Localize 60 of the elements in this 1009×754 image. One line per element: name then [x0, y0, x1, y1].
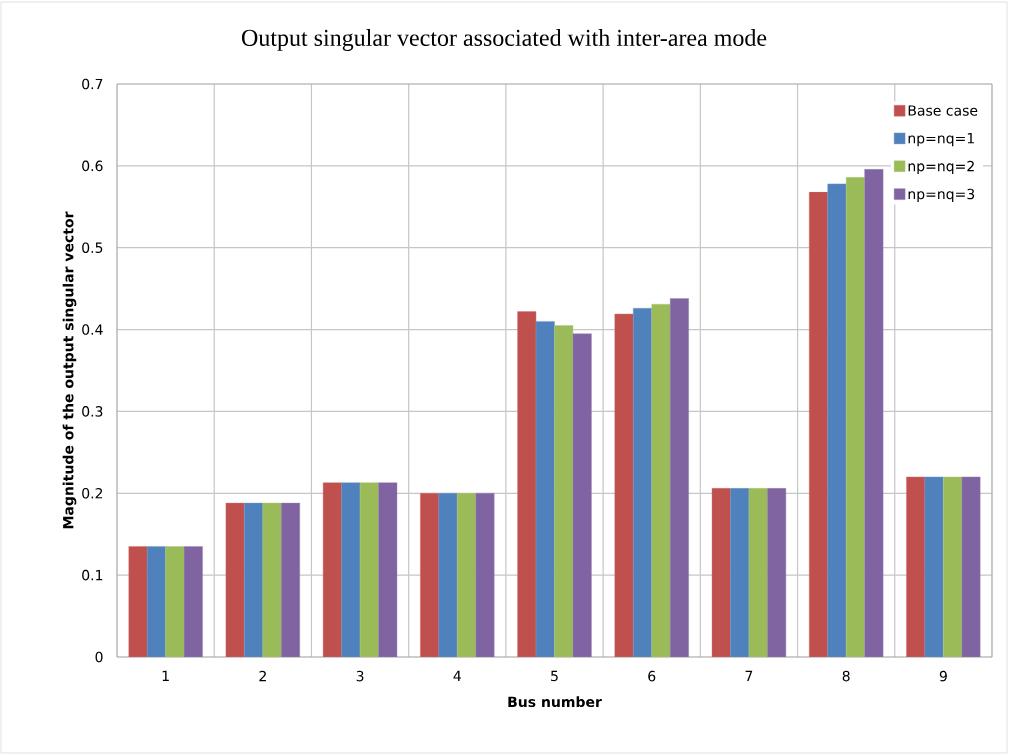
- x-tick-label: 8: [842, 670, 850, 682]
- bar: [378, 482, 398, 657]
- bar: [146, 546, 166, 657]
- bar: [457, 493, 476, 657]
- x-tick-label: 6: [648, 670, 656, 682]
- bar: [669, 298, 689, 657]
- bar: [438, 493, 458, 657]
- bar: [244, 502, 264, 657]
- bar: [748, 488, 768, 657]
- bar: [420, 493, 440, 657]
- chart-title: Output singular vector associated with inter-area mode: [241, 29, 767, 51]
- bar: [845, 177, 865, 657]
- y-axis-title: Magnitude of the output singular vector: [62, 211, 77, 529]
- bar: [359, 482, 379, 657]
- x-tick-label: 1: [162, 670, 169, 681]
- x-tick-label: 7: [745, 670, 753, 681]
- y-tick-label: 0.5: [82, 242, 103, 254]
- y-tick-label: 0.3: [82, 406, 103, 417]
- bar: [225, 502, 245, 657]
- bar: [554, 325, 574, 657]
- bar: [183, 546, 203, 657]
- bar: [767, 488, 787, 657]
- bar: [262, 502, 282, 657]
- bar: [809, 191, 828, 657]
- bar: [651, 303, 671, 657]
- bar: [730, 488, 750, 657]
- y-tick-label: 0.7: [82, 78, 103, 90]
- bar: [535, 321, 555, 657]
- y-tick-label: 0: [95, 651, 103, 663]
- bar: [614, 313, 634, 657]
- bar: [827, 183, 847, 657]
- bar: [924, 476, 944, 657]
- bar: [341, 482, 361, 657]
- bar: [281, 502, 300, 657]
- legend-label: Base case: [908, 105, 978, 116]
- bar: [943, 476, 963, 657]
- x-tick-label: 3: [356, 670, 364, 682]
- x-tick-label: 9: [939, 670, 947, 682]
- bar: [633, 308, 652, 657]
- x-tick-label: 5: [551, 670, 558, 682]
- y-tick-label: 0.2: [82, 487, 103, 499]
- bar: [128, 546, 148, 657]
- legend-label: np=nq=2: [908, 160, 974, 175]
- bar: [711, 488, 731, 657]
- y-tick-label: 0.4: [82, 324, 103, 335]
- bar: [572, 333, 592, 657]
- legend-label: np=nq=1: [908, 133, 974, 147]
- bar: [517, 311, 537, 657]
- x-axis-title: Bus number: [508, 696, 602, 708]
- x-tick-label: 4: [453, 670, 461, 681]
- legend-label: np=nq=3: [908, 188, 975, 202]
- x-tick-label: 2: [259, 670, 266, 682]
- bar: [864, 168, 884, 657]
- bar: [322, 482, 342, 657]
- y-tick-label: 0.1: [82, 569, 103, 581]
- bar: [906, 476, 926, 657]
- bar: [165, 546, 185, 657]
- bar: [475, 493, 495, 657]
- bar: [961, 476, 981, 657]
- y-tick-label: 0.6: [82, 160, 103, 172]
